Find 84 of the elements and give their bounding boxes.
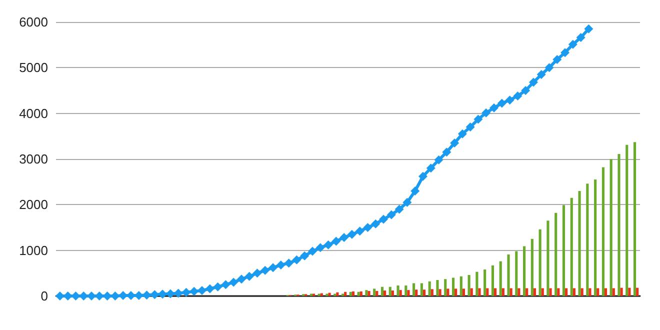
bar <box>462 288 465 296</box>
bar <box>376 290 378 296</box>
bar <box>436 280 439 296</box>
bar <box>541 288 544 296</box>
y-tick-label: 0 <box>40 288 48 304</box>
bar <box>610 159 612 296</box>
bar <box>365 290 368 296</box>
bar <box>602 167 604 296</box>
bar <box>415 290 418 296</box>
bar <box>562 205 566 296</box>
bar <box>572 288 576 296</box>
bar <box>507 254 510 296</box>
bar <box>460 276 462 296</box>
bar <box>586 184 589 296</box>
bar <box>446 288 450 296</box>
bar <box>468 274 470 296</box>
bar <box>578 190 581 296</box>
bar <box>430 289 434 296</box>
bar <box>618 154 620 296</box>
bar <box>499 261 502 296</box>
bar <box>444 279 447 296</box>
bar <box>384 290 386 296</box>
bar <box>391 290 394 296</box>
bar <box>620 288 623 296</box>
bar <box>368 290 370 296</box>
bar <box>396 285 400 296</box>
bar <box>557 288 560 296</box>
bar <box>452 278 455 296</box>
bar <box>518 288 520 296</box>
bar <box>336 292 339 296</box>
bar <box>636 288 639 296</box>
bar <box>554 212 558 296</box>
bar <box>407 290 410 296</box>
bar <box>494 288 497 296</box>
bar <box>533 288 536 296</box>
bar <box>360 291 362 296</box>
bar <box>484 270 486 296</box>
bar <box>491 265 494 296</box>
y-tick-label: 4000 <box>19 106 48 121</box>
bar <box>428 281 431 296</box>
bar <box>626 144 628 296</box>
bar <box>420 283 423 296</box>
bar <box>510 288 512 296</box>
bar <box>349 292 352 296</box>
y-tick-label: 3000 <box>19 152 48 166</box>
bar <box>549 288 552 296</box>
bar <box>470 288 473 296</box>
bar <box>380 286 384 296</box>
bar <box>357 292 360 296</box>
bar <box>352 291 355 296</box>
bar <box>454 288 458 296</box>
bar <box>546 220 550 296</box>
bar <box>570 198 573 296</box>
bar <box>523 246 526 296</box>
bar <box>628 288 631 296</box>
bar <box>612 288 615 296</box>
bar <box>538 229 542 296</box>
bar <box>478 288 481 296</box>
y-tick-label: 6000 <box>19 14 48 30</box>
y-tick-label: 1000 <box>19 242 48 258</box>
bar <box>596 288 600 296</box>
bar <box>373 288 376 296</box>
bar <box>604 288 608 296</box>
bar <box>515 251 518 296</box>
bar <box>486 288 489 296</box>
bar <box>438 289 442 296</box>
y-tick-label: 2000 <box>19 197 48 212</box>
bar <box>565 288 568 296</box>
bar <box>476 272 478 296</box>
bar <box>399 290 402 296</box>
bar <box>580 288 584 296</box>
bar <box>633 142 636 296</box>
bar <box>422 290 426 296</box>
bar <box>588 288 592 296</box>
bar <box>530 238 534 296</box>
bar <box>412 283 416 296</box>
bar <box>594 180 597 296</box>
bar <box>388 286 392 296</box>
bar <box>526 288 528 296</box>
bar <box>502 288 504 296</box>
bar <box>404 285 408 296</box>
y-tick-label: 5000 <box>19 60 48 76</box>
bar <box>328 292 331 296</box>
bar <box>344 292 347 296</box>
